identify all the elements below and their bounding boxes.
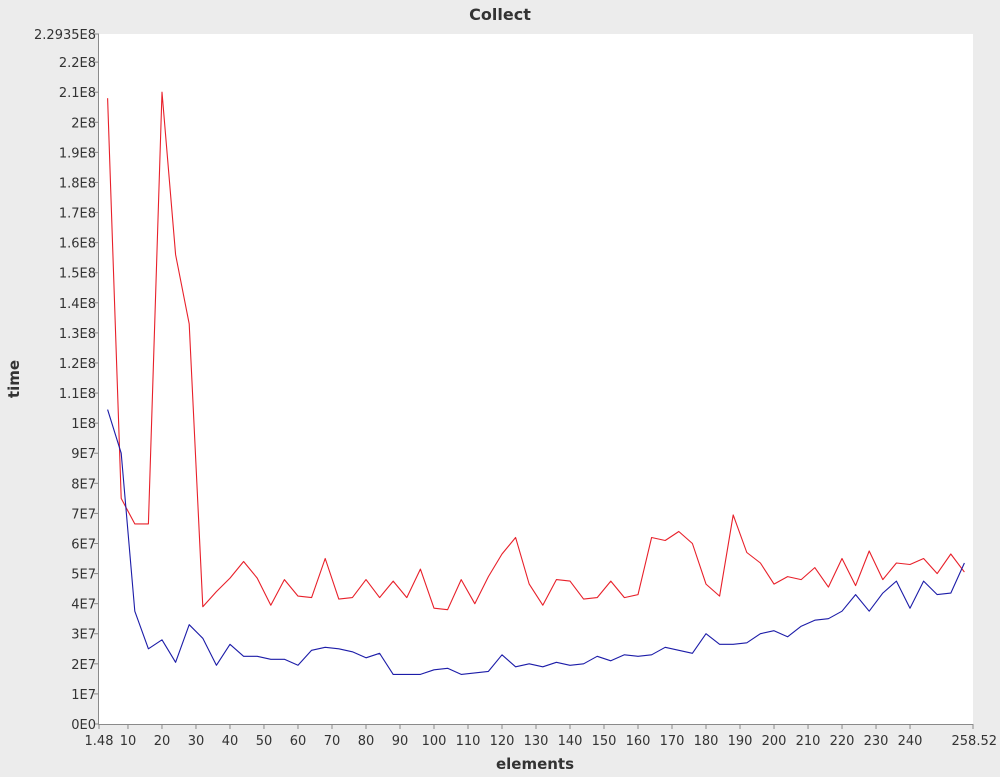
y-tick-label: 1.6E8 [59,237,96,252]
y-tick-label: 2.1E8 [59,86,96,101]
y-tick-label: 2E8 [71,116,96,131]
x-axis: 1.48 10 20 30 40 50 60 70 80 90 100 110 120 130 140 150… [85,724,997,749]
series-line-2 [107,409,965,675]
plot-area [99,34,973,724]
y-tick-label: 5E7 [71,568,96,583]
y-tick-label: 1.5E8 [59,267,96,282]
x-tick-label: 190 [728,734,753,749]
x-tick-label: 130 [524,734,549,749]
y-tick-label: 1.9E8 [59,146,96,161]
x-axis-title: elements [496,755,574,773]
y-tick-label: 4E7 [71,598,96,613]
x-tick-label: 100 [422,734,447,749]
x-tick-label: 180 [694,734,719,749]
x-tick-label: 30 [188,734,205,749]
x-tick-label: 40 [222,734,239,749]
y-tick-label: 1E8 [71,417,96,432]
y-tick-label: 1.4E8 [59,297,96,312]
x-tick-label: 210 [796,734,821,749]
x-tick-label: 90 [392,734,409,749]
x-tick-label: 230 [864,734,889,749]
x-tick-label: 110 [456,734,481,749]
x-tick-label: 140 [558,734,583,749]
y-tick-label: 8E7 [71,477,96,492]
x-tick-label: 50 [256,734,273,749]
series-line-1 [107,91,965,611]
x-tick-label: 150 [592,734,617,749]
y-tick-label: 1E7 [71,688,96,703]
x-tick-label: 200 [762,734,787,749]
y-tick-label: 3E7 [71,628,96,643]
y-tick-label: 7E7 [71,507,96,522]
y-tick-label: 2.2E8 [59,56,96,71]
y-tick-label: 0E0 [71,718,96,733]
y-tick-label: 2.2935E8 [34,28,96,43]
x-tick-label: 1.48 [85,734,114,749]
series-group [107,91,965,675]
y-tick-label: 2E7 [71,658,96,673]
y-axis-title: time [5,360,23,398]
chart-title: Collect [469,5,531,24]
x-tick-label: 160 [626,734,651,749]
x-tick-label: 20 [154,734,171,749]
x-tick-label: 80 [358,734,375,749]
y-axis: 0E0 1E7 2E7 3E7 4E7 5E7 6E7 7E7 8E7 9E7 1E8 1.1E8 1.… [34,28,99,733]
y-tick-label: 1.7E8 [59,207,96,222]
x-tick-label: 120 [490,734,515,749]
y-tick-label: 1.1E8 [59,387,96,402]
y-tick-label: 1.8E8 [59,176,96,191]
x-tick-label: 70 [324,734,341,749]
y-tick-label: 9E7 [71,447,96,462]
x-tick-label: 240 [898,734,923,749]
x-tick-label: 170 [660,734,685,749]
x-tick-label: 258.52 [952,734,998,749]
y-tick-label: 6E7 [71,537,96,552]
x-tick-label: 10 [120,734,137,749]
x-tick-label: 60 [290,734,307,749]
x-tick-label: 220 [830,734,855,749]
y-tick-label: 1.3E8 [59,327,96,342]
y-tick-label: 1.2E8 [59,357,96,372]
